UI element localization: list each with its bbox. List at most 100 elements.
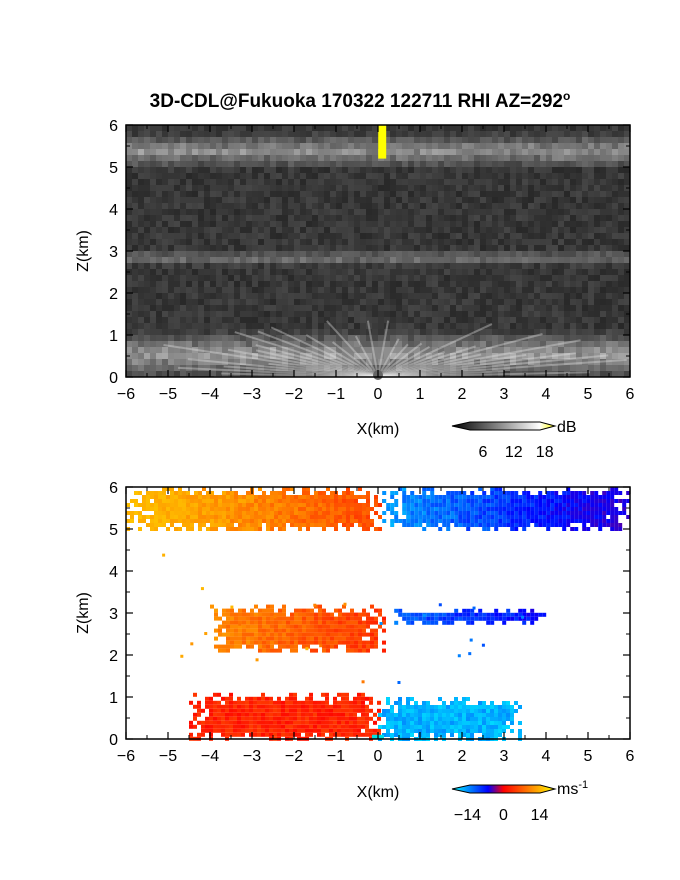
- velocity-cell: [618, 491, 623, 495]
- reflectivity-beam-ray: [377, 320, 390, 378]
- reflectivity-cell: [126, 251, 132, 257]
- reflectivity-cell: [264, 323, 270, 329]
- reflectivity-cell: [216, 365, 222, 371]
- reflectivity-cell: [270, 149, 276, 155]
- reflectivity-cell: [270, 257, 276, 263]
- reflectivity-cell: [366, 125, 372, 131]
- reflectivity-cell: [552, 179, 558, 185]
- reflectivity-cell: [564, 335, 570, 341]
- reflectivity-cell: [366, 275, 372, 281]
- reflectivity-cell: [270, 305, 276, 311]
- velocity-cell: [526, 519, 531, 523]
- reflectivity-cell: [510, 281, 516, 287]
- reflectivity-cell: [612, 329, 618, 335]
- reflectivity-cell: [570, 287, 576, 293]
- reflectivity-cell: [420, 227, 426, 233]
- reflectivity-cell: [378, 275, 384, 281]
- velocity-cell: [626, 515, 631, 519]
- reflectivity-cell: [474, 269, 480, 275]
- velocity-cell: [362, 612, 366, 617]
- velocity-cell: [538, 523, 543, 527]
- reflectivity-cell: [336, 173, 342, 179]
- reflectivity-cell: [600, 161, 606, 167]
- reflectivity-cell: [612, 353, 618, 359]
- reflectivity-cell: [342, 125, 348, 131]
- reflectivity-cell: [162, 359, 168, 365]
- velocity-cell: [186, 503, 190, 507]
- reflectivity-cell: [390, 347, 396, 353]
- reflectivity-cell: [126, 173, 132, 179]
- reflectivity-cell: [246, 311, 252, 317]
- reflectivity-cell: [564, 359, 570, 365]
- reflectivity-cell: [138, 245, 144, 251]
- reflectivity-cell: [456, 155, 462, 161]
- reflectivity-cell: [576, 227, 582, 233]
- reflectivity-cell: [432, 149, 438, 155]
- reflectivity-cell: [594, 287, 600, 293]
- reflectivity-cell: [450, 287, 456, 293]
- reflectivity-cell: [498, 161, 504, 167]
- reflectivity-cell: [252, 239, 258, 245]
- velocity-cell: [358, 511, 362, 515]
- reflectivity-cell: [192, 161, 198, 167]
- reflectivity-cell: [234, 149, 240, 155]
- reflectivity-cell: [180, 191, 186, 197]
- reflectivity-cell: [282, 251, 288, 257]
- velocity-cell: [358, 523, 362, 527]
- reflectivity-cell: [168, 323, 174, 329]
- velocity-cell: [278, 503, 282, 507]
- reflectivity-cell: [528, 185, 534, 191]
- reflectivity-cell: [138, 269, 144, 275]
- reflectivity-cell: [336, 149, 342, 155]
- velocity-cell: [454, 495, 459, 499]
- reflectivity-cell: [312, 341, 318, 347]
- reflectivity-cell: [348, 149, 354, 155]
- reflectivity-cell: [384, 137, 390, 143]
- reflectivity-cell: [450, 209, 456, 215]
- reflectivity-cell: [312, 359, 318, 365]
- velocity-cell: [166, 519, 170, 523]
- reflectivity-cell: [150, 299, 156, 305]
- velocity-cell: [362, 628, 366, 633]
- reflectivity-cell: [348, 197, 354, 203]
- velocity-cell: [174, 503, 178, 507]
- velocity-cell: [150, 491, 154, 495]
- reflectivity-cell: [300, 275, 306, 281]
- velocity-cell: [310, 511, 314, 515]
- reflectivity-cell: [510, 293, 516, 299]
- reflectivity-cell: [534, 269, 540, 275]
- velocity-cell: [294, 616, 298, 621]
- reflectivity-cell: [312, 365, 318, 371]
- velocity-cell: [294, 495, 298, 499]
- reflectivity-cell: [354, 281, 360, 287]
- velocity-cell: [162, 487, 166, 491]
- reflectivity-cell: [402, 299, 408, 305]
- reflectivity-cell: [384, 353, 390, 359]
- reflectivity-cell: [462, 287, 468, 293]
- velocity-cell: [350, 515, 354, 519]
- reflectivity-cell: [300, 317, 306, 323]
- reflectivity-cell: [198, 299, 204, 305]
- reflectivity-cell: [216, 353, 222, 359]
- velocity-cell: [230, 624, 234, 629]
- reflectivity-cell: [282, 275, 288, 281]
- reflectivity-cell: [492, 203, 498, 209]
- reflectivity-cell: [342, 305, 348, 311]
- reflectivity-cell: [492, 245, 498, 251]
- reflectivity-cell: [312, 335, 318, 341]
- reflectivity-cell: [624, 329, 630, 335]
- reflectivity-cell: [282, 191, 288, 197]
- reflectivity-cell: [306, 179, 312, 185]
- velocity-cell: [274, 628, 278, 633]
- reflectivity-cell: [498, 317, 504, 323]
- velocity-cell: [318, 628, 322, 633]
- reflectivity-beam-ray: [377, 354, 609, 378]
- reflectivity-cell: [426, 155, 432, 161]
- velocity-cell: [290, 624, 294, 629]
- velocity-cell: [490, 491, 495, 495]
- reflectivity-cell: [366, 311, 372, 317]
- velocity-cell: [454, 507, 459, 511]
- reflectivity-cell: [276, 179, 282, 185]
- reflectivity-cell: [360, 281, 366, 287]
- reflectivity-cell: [222, 173, 228, 179]
